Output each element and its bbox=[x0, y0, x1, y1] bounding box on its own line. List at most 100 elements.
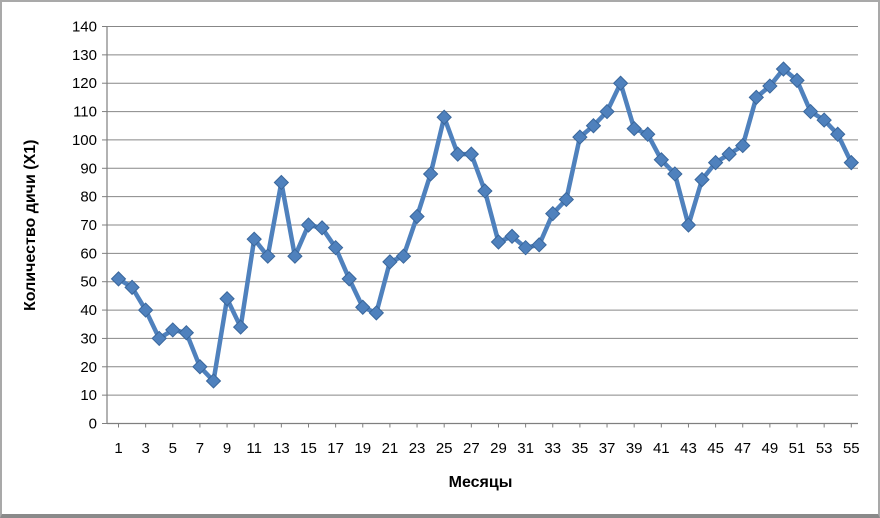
x-tick-label: 7 bbox=[196, 440, 204, 457]
data-point-marker bbox=[110, 271, 127, 287]
data-point-marker bbox=[680, 217, 697, 233]
data-point-marker bbox=[382, 254, 398, 270]
data-point-marker bbox=[816, 112, 832, 128]
data-point-marker bbox=[572, 129, 588, 145]
data-point-marker bbox=[735, 137, 751, 154]
y-tick-label: 20 bbox=[80, 359, 97, 376]
data-point-marker bbox=[477, 183, 493, 199]
data-point-marker bbox=[707, 154, 724, 171]
data-point-marker bbox=[789, 72, 805, 89]
x-tick-label: 23 bbox=[409, 440, 426, 457]
data-point-marker bbox=[355, 299, 371, 315]
x-tick-label: 47 bbox=[734, 440, 751, 457]
data-point-marker bbox=[178, 325, 195, 341]
x-tick-label: 19 bbox=[354, 440, 371, 457]
data-point-marker bbox=[219, 291, 235, 307]
x-tick-label: 41 bbox=[653, 440, 670, 457]
data-point-marker bbox=[653, 152, 670, 168]
y-tick-label: 40 bbox=[80, 302, 97, 319]
data-point-marker bbox=[409, 208, 425, 225]
x-tick-label: 15 bbox=[300, 440, 317, 457]
data-point-marker bbox=[612, 75, 629, 91]
y-tick-label: 60 bbox=[80, 245, 97, 262]
data-point-marker bbox=[490, 234, 507, 250]
x-tick-label: 31 bbox=[517, 440, 534, 457]
x-tick-label: 39 bbox=[626, 440, 643, 457]
y-tick-label: 70 bbox=[80, 217, 97, 234]
data-point-marker bbox=[599, 103, 615, 120]
data-point-marker bbox=[463, 146, 480, 162]
x-tick-label: 33 bbox=[544, 440, 561, 457]
data-point-marker bbox=[422, 166, 439, 182]
x-tick-label: 25 bbox=[436, 440, 453, 457]
x-tick-label: 49 bbox=[762, 440, 779, 457]
data-point-marker bbox=[694, 171, 710, 188]
x-tick-label: 53 bbox=[816, 440, 833, 457]
data-point-marker bbox=[341, 271, 357, 287]
data-point-marker bbox=[368, 305, 385, 321]
y-tick-label: 100 bbox=[72, 132, 97, 149]
data-point-marker bbox=[585, 118, 602, 134]
x-tick-label: 5 bbox=[169, 440, 177, 457]
y-axis-title: Количество дичи (Х1) bbox=[22, 139, 39, 311]
data-point-marker bbox=[843, 154, 860, 171]
data-point-marker bbox=[558, 191, 575, 208]
x-tick-label: 35 bbox=[572, 440, 589, 457]
data-point-marker bbox=[246, 231, 262, 247]
data-point-marker bbox=[802, 103, 819, 120]
data-point-marker bbox=[192, 359, 208, 375]
data-point-marker bbox=[450, 146, 466, 162]
data-point-marker bbox=[165, 322, 181, 338]
x-tick-label: 29 bbox=[490, 440, 507, 457]
x-tick-label: 43 bbox=[680, 440, 697, 457]
data-point-marker bbox=[287, 248, 303, 264]
data-point-marker bbox=[260, 248, 276, 264]
x-tick-label: 51 bbox=[789, 440, 806, 457]
y-tick-label: 110 bbox=[73, 104, 97, 121]
data-point-marker bbox=[626, 120, 642, 137]
data-point-marker bbox=[137, 302, 154, 318]
data-point-marker bbox=[436, 109, 452, 125]
data-point-marker bbox=[314, 220, 330, 236]
x-tick-label: 37 bbox=[599, 440, 616, 457]
data-point-marker bbox=[531, 237, 547, 253]
data-point-marker bbox=[667, 166, 683, 182]
x-tick-label: 21 bbox=[382, 440, 399, 457]
y-tick-label: 80 bbox=[80, 189, 97, 206]
data-point-marker bbox=[545, 205, 561, 222]
data-point-marker bbox=[830, 126, 846, 142]
x-tick-label: 45 bbox=[707, 440, 724, 457]
x-tick-label: 13 bbox=[273, 440, 290, 457]
data-point-marker bbox=[762, 78, 778, 94]
x-tick-label: 3 bbox=[141, 440, 149, 457]
y-tick-label: 30 bbox=[80, 330, 97, 347]
x-axis-title: Месяцы bbox=[448, 474, 513, 491]
data-point-marker bbox=[775, 61, 792, 77]
y-tick-label: 90 bbox=[80, 160, 97, 177]
data-point-marker bbox=[504, 228, 520, 245]
x-tick-label: 9 bbox=[223, 440, 231, 457]
x-tick-label: 55 bbox=[843, 440, 860, 457]
x-tick-label: 27 bbox=[463, 440, 480, 457]
data-point-marker bbox=[151, 330, 167, 347]
y-tick-label: 10 bbox=[80, 387, 97, 404]
data-point-marker bbox=[395, 248, 412, 264]
data-point-marker bbox=[124, 279, 140, 296]
data-point-marker bbox=[273, 174, 290, 191]
data-point-marker bbox=[721, 146, 737, 162]
y-tick-label: 130 bbox=[72, 47, 97, 64]
data-point-marker bbox=[205, 373, 222, 389]
data-point-marker bbox=[748, 89, 765, 106]
data-point-marker bbox=[300, 217, 317, 233]
y-tick-label: 120 bbox=[72, 75, 97, 92]
data-point-marker bbox=[327, 239, 344, 256]
x-tick-label: 17 bbox=[327, 440, 344, 457]
data-point-marker bbox=[640, 126, 656, 142]
data-point-marker bbox=[517, 239, 534, 256]
data-point-marker bbox=[232, 319, 249, 335]
y-tick-label: 140 bbox=[72, 19, 97, 36]
y-tick-label: 50 bbox=[80, 274, 97, 291]
y-tick-label: 0 bbox=[89, 416, 97, 433]
